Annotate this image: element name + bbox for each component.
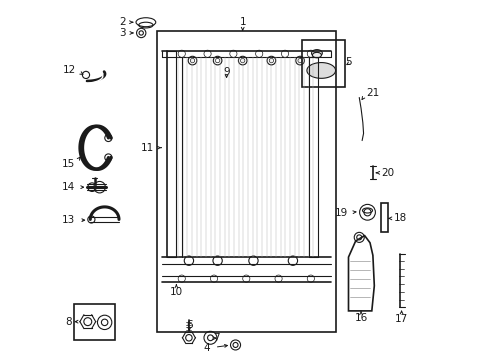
Text: 16: 16: [354, 313, 367, 323]
Text: 4: 4: [203, 343, 210, 353]
Text: 21: 21: [366, 88, 379, 98]
Text: 6: 6: [185, 320, 192, 329]
Text: 5: 5: [344, 57, 351, 67]
Text: 12: 12: [62, 65, 76, 75]
Text: 14: 14: [62, 182, 75, 192]
Ellipse shape: [312, 52, 321, 58]
Bar: [74, 304, 115, 339]
Text: 17: 17: [394, 314, 407, 324]
Text: 19: 19: [335, 208, 348, 218]
Text: 11: 11: [141, 143, 154, 153]
Text: 1: 1: [239, 17, 245, 27]
Bar: [301, 40, 344, 87]
Text: 9: 9: [223, 67, 229, 77]
Text: 8: 8: [65, 317, 72, 327]
Text: 15: 15: [62, 158, 75, 168]
Text: 20: 20: [380, 168, 393, 178]
Text: 7: 7: [212, 333, 219, 343]
Text: 13: 13: [62, 215, 75, 225]
Text: 18: 18: [392, 213, 406, 223]
Bar: [381, 203, 387, 232]
Bar: [156, 31, 335, 332]
Text: 3: 3: [119, 28, 125, 38]
Text: 2: 2: [119, 17, 125, 27]
Text: 10: 10: [169, 287, 183, 297]
Polygon shape: [306, 63, 335, 78]
